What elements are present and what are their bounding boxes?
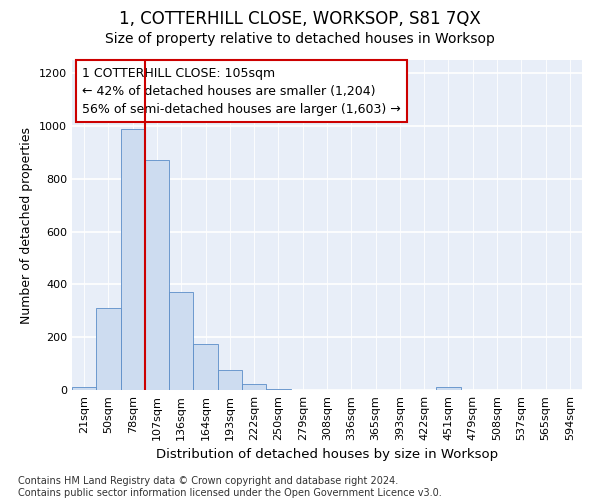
Bar [145,160,169,390]
X-axis label: Distribution of detached houses by size in Worksop: Distribution of detached houses by size … [156,448,498,462]
Bar [96,308,121,390]
Bar [121,128,145,390]
Bar [193,344,218,390]
Bar [242,384,266,390]
Bar [218,370,242,390]
Text: Contains HM Land Registry data © Crown copyright and database right 2024.
Contai: Contains HM Land Registry data © Crown c… [18,476,442,498]
Text: 1 COTTERHILL CLOSE: 105sqm
← 42% of detached houses are smaller (1,204)
56% of s: 1 COTTERHILL CLOSE: 105sqm ← 42% of deta… [82,66,401,116]
Y-axis label: Number of detached properties: Number of detached properties [20,126,34,324]
Text: Size of property relative to detached houses in Worksop: Size of property relative to detached ho… [105,32,495,46]
Bar [169,292,193,390]
Text: 1, COTTERHILL CLOSE, WORKSOP, S81 7QX: 1, COTTERHILL CLOSE, WORKSOP, S81 7QX [119,10,481,28]
Bar [72,388,96,390]
Bar [266,388,290,390]
Bar [436,388,461,390]
